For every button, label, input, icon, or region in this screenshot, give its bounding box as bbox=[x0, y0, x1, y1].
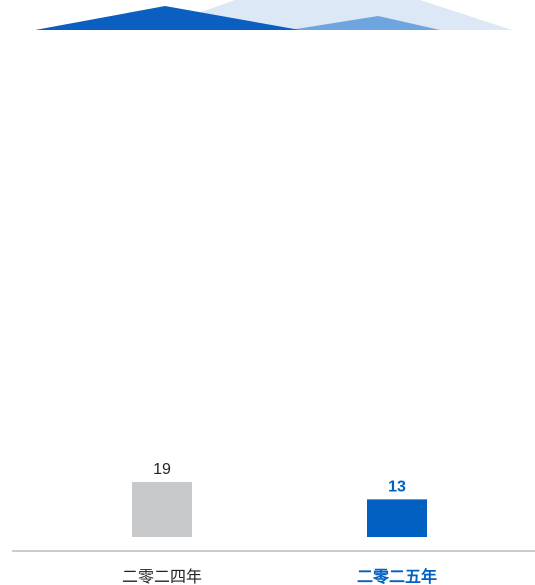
header-decoration bbox=[35, 0, 512, 30]
category-label-1: 二零二四年 bbox=[122, 567, 202, 585]
bar-1 bbox=[132, 482, 192, 537]
category-labels-group: 二零二四年 二零二五年 bbox=[122, 567, 437, 585]
header-dark-shape bbox=[35, 6, 300, 30]
category-label-2: 二零二五年 bbox=[357, 567, 437, 585]
bar-value-label-1: 19 bbox=[153, 461, 171, 478]
bars-group bbox=[132, 482, 427, 537]
bar-value-label-2: 13 bbox=[388, 478, 406, 495]
bar-2 bbox=[367, 499, 427, 537]
header-mid-shape bbox=[290, 16, 440, 30]
